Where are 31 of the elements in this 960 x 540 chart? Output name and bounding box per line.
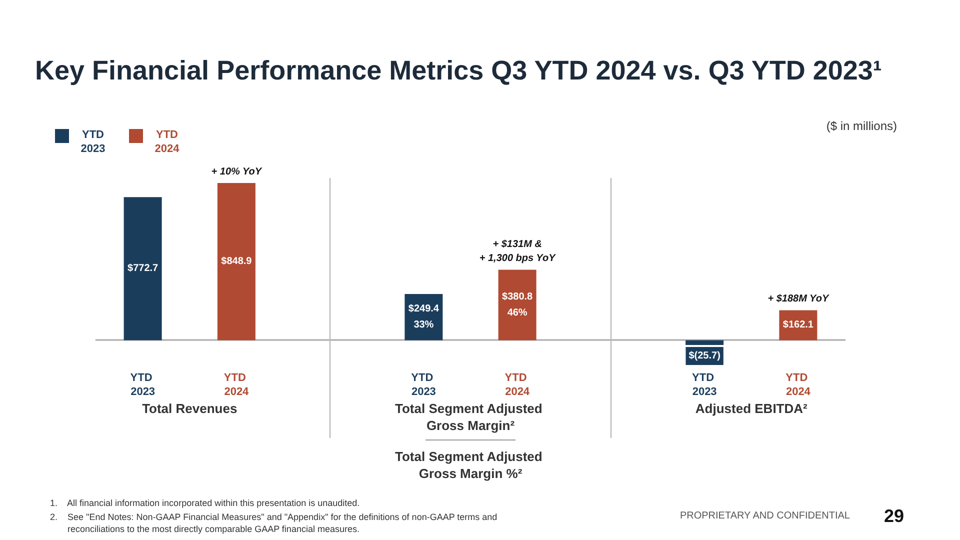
x-tick-label: YTD 2023 (692, 372, 718, 398)
text: + 10% YoY (211, 166, 263, 178)
bar (498, 270, 536, 340)
text: 2. See "End Notes: Non-GAAP Financial Measures" and "Appendix" for the definitions of non-GAAP terms and reconciliations to the most directly comparable GAAP financial measures. (50, 512, 498, 534)
text: Total Revenues (142, 401, 238, 416)
chart-title: Key Financial Performance Metrics Q3 YTD 2024 vs. Q3 YTD 2023¹ (35, 56, 882, 86)
x-tick-label: YTD 2023 (411, 372, 436, 398)
data-label: $249.4 33% (408, 304, 440, 331)
data-label: $380.8 46% (502, 291, 534, 318)
x-tick-label: YTD 2024 (504, 372, 530, 398)
data-label: $772.7 (128, 263, 159, 274)
x-tick-label: YTD 2023 (130, 372, 156, 398)
annotation: + $188M YoY (768, 294, 830, 305)
text: 1. All financial information incorporated within this presentation is unaudited. (50, 498, 360, 508)
data-label: $(25.7) (688, 350, 720, 362)
text: Total Segment Adjusted Gross Margin² (395, 401, 546, 434)
legend-label: YTD 2023 (80, 128, 106, 156)
x-tick-label: YTD 2024 (786, 372, 812, 398)
data-label: $162.1 (782, 320, 814, 331)
text: 29 (884, 506, 904, 526)
text: Total Segment Adjusted Gross Margin %² (395, 449, 546, 481)
text: Adjusted EBITDA² (695, 401, 808, 416)
bar (124, 197, 162, 340)
text: PROPRIETARY AND CONFIDENTIAL (680, 510, 850, 522)
bar (217, 183, 256, 340)
data-label: $848.9 (221, 256, 252, 268)
legend-label: YTD 2024 (154, 128, 180, 156)
annotation: + $131M & + 1,300 bps YoY (479, 239, 557, 264)
chart-subtitle: ($ in millions) (826, 119, 898, 133)
bar (686, 340, 724, 345)
x-tick-label: YTD 2024 (224, 372, 250, 398)
